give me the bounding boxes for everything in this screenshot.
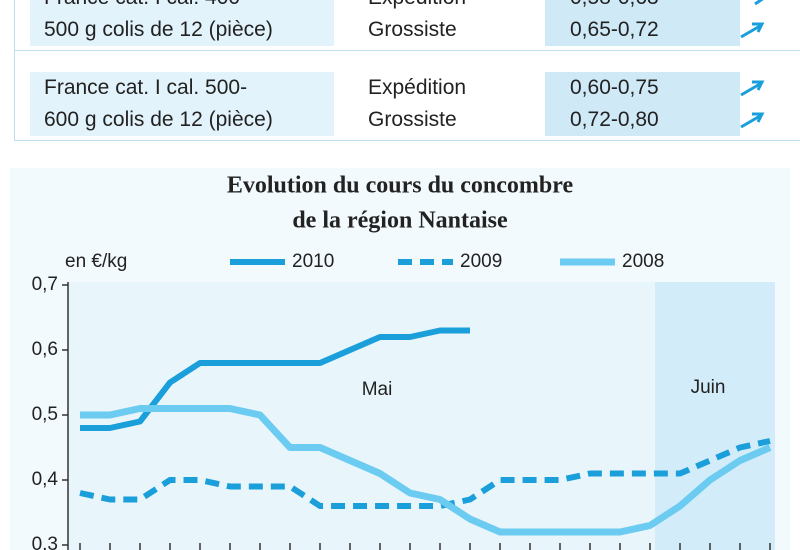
chart: Evolution du cours du concombre de la ré… <box>10 168 790 550</box>
series-line <box>80 327 470 431</box>
price-cell: 0,58-0,63 0,65-0,72 <box>545 0 740 46</box>
market: Grossiste <box>368 18 457 41</box>
product-cell: France cat. I cal. 400- 500 g colis de 12… <box>30 0 334 46</box>
product-line: France cat. I cal. 400- <box>44 0 334 14</box>
series-line <box>79 438 771 509</box>
price: 0,65-0,72 <box>570 18 659 41</box>
table-row: France cat. I cal. 500- 600 g colis de 12… <box>0 72 800 142</box>
chart-title: de la région Nantaise <box>292 208 508 234</box>
price-table: France cat. I cal. 400- 500 g colis de 12… <box>0 0 800 150</box>
row-separator <box>14 50 800 51</box>
trend-arrow <box>754 0 764 6</box>
product-line: 600 g colis de 12 (pièce) <box>44 108 273 131</box>
y-axis-label: en €/kg <box>65 251 127 272</box>
market: Expédition <box>368 0 466 14</box>
chart-title: Evolution du cours du concombre <box>227 173 574 199</box>
row-separator <box>14 140 800 141</box>
annotation: Mai <box>362 379 393 400</box>
product-cell: France cat. I cal. 500- 600 g colis de 12… <box>30 72 334 136</box>
market-cell: Expédition Grossiste <box>368 0 466 46</box>
annotation: Juin <box>691 377 726 398</box>
market: Grossiste <box>368 108 457 131</box>
y-tick-label: 0,6 <box>32 339 58 360</box>
market: Expédition <box>368 76 467 99</box>
product-line: France cat. I cal. 500- <box>44 76 248 99</box>
trend-arrow <box>740 80 765 97</box>
y-tick-label: 0,5 <box>32 404 58 425</box>
legend-label: 2009 <box>460 251 502 272</box>
price-cell: 0,60-0,75 0,72-0,80 <box>545 72 740 136</box>
market-cell: Expédition Grossiste <box>368 72 466 136</box>
trend-arrow <box>740 112 765 129</box>
price: 0,72-0,80 <box>570 108 659 131</box>
series-line <box>80 405 772 536</box>
table-row: France cat. I cal. 400- 500 g colis de 12… <box>0 0 800 52</box>
product-line: 500 g colis de 12 (pièce) <box>44 18 273 41</box>
trend-arrow <box>740 22 765 39</box>
y-tick-label: 0,4 <box>32 469 59 490</box>
legend-label: 2008 <box>622 251 664 272</box>
price: 0,58-0,63 <box>570 0 740 14</box>
y-tick-label: 0,3 <box>32 534 58 550</box>
legend-label: 2010 <box>292 251 334 272</box>
row-separator <box>14 0 15 140</box>
y-tick-label: 0,7 <box>32 274 58 295</box>
price: 0,60-0,75 <box>570 76 659 99</box>
